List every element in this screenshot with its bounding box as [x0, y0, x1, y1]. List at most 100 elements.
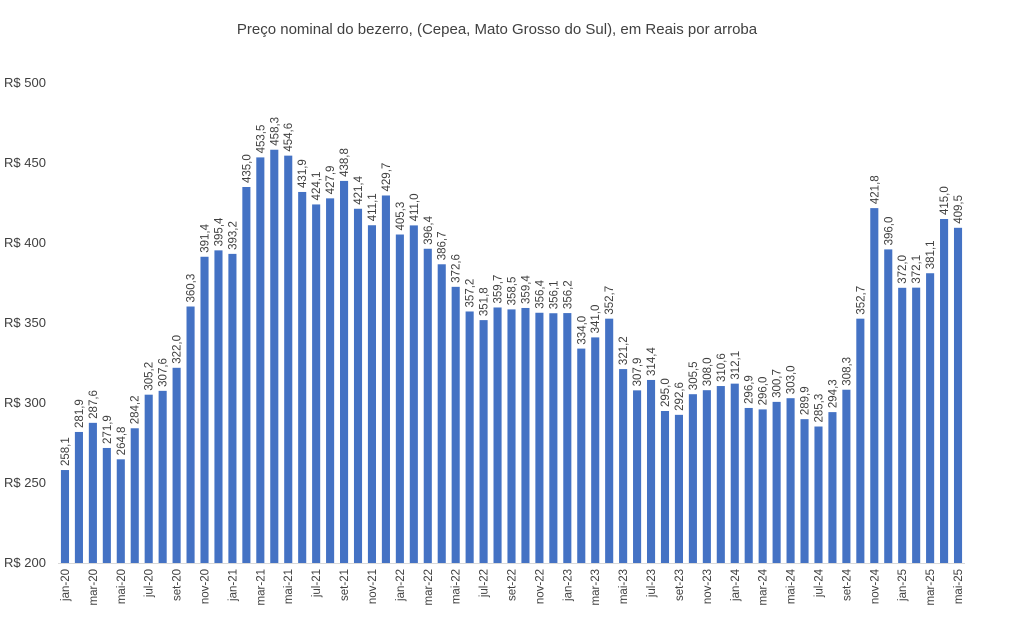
data-label: 396,0: [883, 217, 895, 246]
data-label: 357,2: [465, 279, 477, 308]
bar: [144, 394, 153, 563]
bar: [102, 447, 111, 563]
data-label: 411,0: [409, 193, 421, 221]
bar: [451, 286, 460, 563]
data-label: 359,4: [520, 275, 532, 304]
bar: [284, 155, 293, 563]
bar: [521, 307, 530, 563]
data-label: 312,1: [730, 351, 742, 380]
x-tick-label: jul-20: [144, 569, 156, 598]
data-label: 453,5: [255, 125, 267, 154]
x-tick-label: jul-22: [479, 569, 491, 598]
x-tick-label: jul-24: [813, 568, 825, 598]
data-label: 305,5: [688, 361, 700, 390]
x-tick-label: set-21: [339, 569, 351, 601]
data-label: 393,2: [227, 221, 239, 250]
bar: [577, 348, 586, 563]
data-label: 284,2: [130, 395, 142, 424]
x-tick-label: mai-24: [786, 568, 798, 604]
bar: [549, 313, 558, 563]
data-label: 296,0: [758, 377, 770, 406]
data-label: 321,2: [618, 336, 630, 365]
bar: [437, 264, 446, 563]
x-tick-label: mar-23: [590, 569, 602, 605]
bar: [688, 394, 697, 563]
bar: [74, 431, 83, 563]
data-label: 281,9: [74, 399, 86, 428]
data-label: 359,7: [493, 275, 505, 304]
bar: [172, 367, 181, 563]
x-tick-label: mar-22: [423, 569, 435, 605]
bars: [60, 149, 963, 564]
x-tick-label: jan-24: [730, 568, 742, 602]
data-label: 427,9: [325, 166, 337, 195]
x-tick-label: mar-21: [255, 569, 267, 605]
bar: [605, 318, 614, 563]
bar: [200, 256, 209, 563]
data-label: 372,6: [451, 254, 463, 283]
bar: [88, 422, 97, 563]
data-label: 285,3: [813, 394, 825, 423]
x-tick-label: jul-23: [646, 569, 658, 598]
data-label: 308,0: [702, 357, 714, 386]
data-label: 411,1: [367, 193, 379, 221]
bar: [758, 409, 767, 563]
data-label: 296,9: [744, 375, 756, 404]
data-label: 438,8: [339, 148, 351, 177]
data-label: 458,3: [269, 117, 281, 146]
data-label: 421,4: [353, 175, 365, 204]
data-label: 405,3: [395, 202, 407, 231]
y-tick-label: R$ 200: [4, 555, 46, 570]
bar: [381, 195, 390, 564]
bar: [828, 412, 837, 563]
x-tick-label: jan-21: [227, 569, 239, 602]
bar: [242, 187, 251, 563]
x-tick-label: set-22: [507, 569, 519, 601]
bar: [674, 414, 683, 563]
bar: [298, 191, 307, 563]
bar: [730, 383, 739, 563]
bar: [940, 219, 949, 563]
data-label: 396,4: [423, 215, 435, 244]
bar: [423, 248, 432, 563]
bar: [158, 390, 167, 563]
data-label: 454,6: [283, 123, 295, 152]
bar: [186, 306, 195, 563]
data-label: 360,3: [186, 274, 198, 303]
data-label: 303,0: [786, 365, 798, 394]
bar: [619, 369, 628, 563]
data-label: 429,7: [381, 163, 393, 192]
bar: [409, 225, 418, 563]
bar: [633, 390, 642, 563]
x-tick-label: jan-25: [897, 569, 909, 602]
bar: [228, 253, 237, 563]
data-label: 356,4: [534, 279, 546, 308]
bar: [800, 419, 809, 563]
data-label: 424,1: [311, 172, 323, 201]
data-label: 358,5: [507, 277, 519, 306]
data-label: 289,9: [800, 386, 812, 415]
bar: [367, 225, 377, 564]
data-label: 271,9: [102, 415, 114, 444]
y-tick-label: R$ 300: [4, 395, 46, 410]
bar: [465, 311, 474, 563]
data-label: 305,2: [144, 362, 156, 391]
data-label: 356,2: [562, 280, 574, 309]
data-label: 294,3: [827, 379, 839, 408]
data-label: 386,7: [437, 231, 449, 260]
x-tick-label: jan-20: [60, 569, 72, 602]
bar: [646, 379, 656, 563]
bar: [842, 389, 851, 563]
bar: [884, 249, 893, 563]
bar: [912, 287, 921, 563]
data-label: 307,9: [632, 358, 644, 387]
x-tick-label: set-23: [674, 569, 686, 601]
chart-title: Preço nominal do bezerro, (Cepea, Mato G…: [237, 21, 758, 38]
bar: [493, 307, 502, 563]
y-tick-label: R$ 450: [4, 155, 46, 170]
x-tick-label: mai-20: [116, 569, 128, 604]
bar: [772, 401, 781, 563]
x-tick-label: mai-23: [618, 569, 630, 604]
data-label: 391,4: [200, 223, 212, 252]
